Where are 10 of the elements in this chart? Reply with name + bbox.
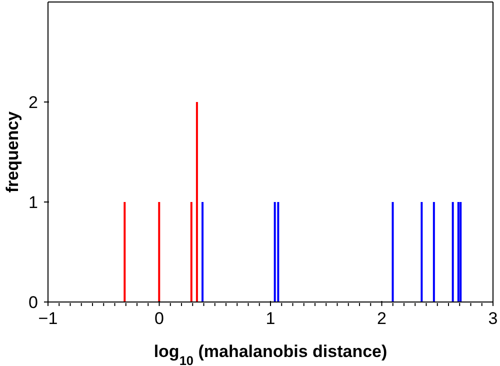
x-tick-label: 0 xyxy=(154,309,164,328)
x-tick-label: 1 xyxy=(266,309,276,328)
y-tick-label: 1 xyxy=(28,193,38,212)
y-tick-label: 2 xyxy=(28,93,38,112)
y-axis-title: frequency xyxy=(3,110,22,193)
x-tick-label: 3 xyxy=(488,309,498,328)
y-tick-label: 0 xyxy=(28,293,38,312)
x-axis-title: log$_{10}$ (mahalanobis distance) xyxy=(154,342,388,366)
x-tick-label: 2 xyxy=(377,309,386,328)
x-tick-label: −1 xyxy=(38,309,58,328)
